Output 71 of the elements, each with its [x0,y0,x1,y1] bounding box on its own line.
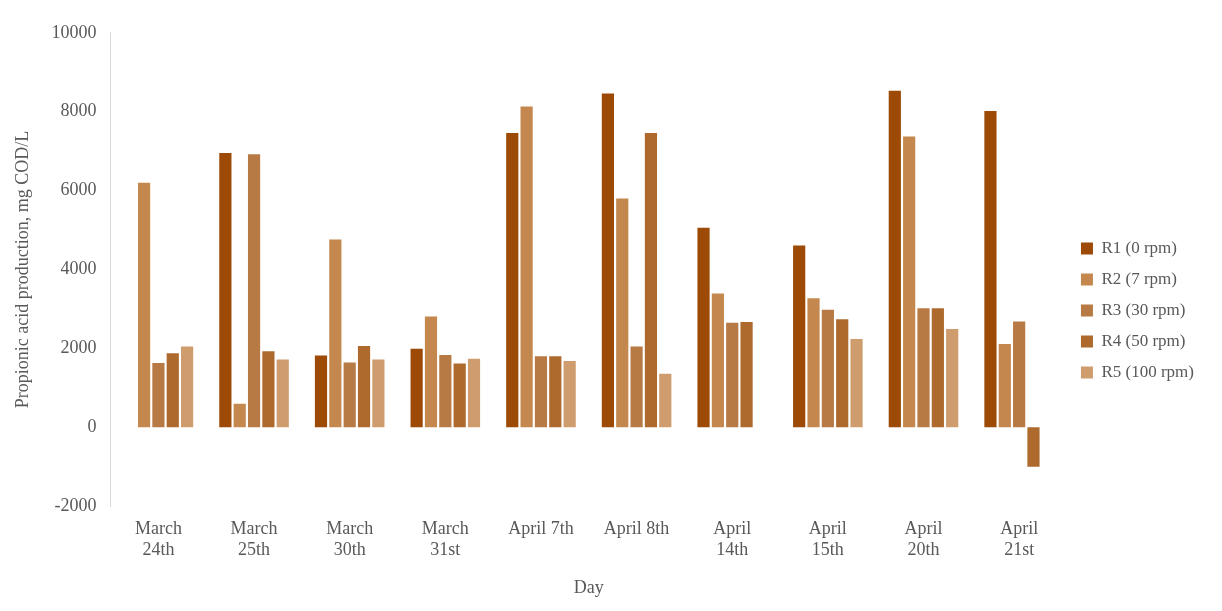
bar [137,182,151,428]
legend-label: R4 (50 rpm) [1101,330,1186,350]
y-tick-label: 0 [87,416,97,437]
x-tick-label: March 25th [230,517,278,560]
bar [357,346,371,428]
bar [726,322,739,428]
bar [410,348,423,428]
bar [233,403,246,428]
bar [152,363,165,428]
bar [1027,427,1040,467]
y-axis-title: Propionic acid production, mg COD/L [11,130,32,409]
x-tick-label: March 31st [421,517,469,560]
bar [506,133,519,428]
x-tick-label: April 8th [603,517,670,538]
bar [1013,321,1026,428]
bar [467,358,481,428]
y-tick-label: 8000 [60,100,97,121]
x-tick-label: April 20th [904,517,943,560]
bar [659,373,672,428]
bar [711,293,724,428]
bar [998,344,1011,428]
x-tick-label: April 15th [808,517,847,560]
bar [181,346,194,428]
bar [644,133,658,428]
bar [166,353,179,428]
bar [262,351,275,428]
y-tick-label: 6000 [60,179,97,200]
bar [424,316,438,428]
bar [549,356,562,428]
x-tick-label: April 21st [1000,517,1039,560]
bar [453,363,466,428]
bar [343,362,356,428]
bar [247,154,261,428]
bar [520,106,533,428]
bar [946,329,959,428]
bar [888,90,901,428]
legend-label: R1 (0 rpm) [1101,237,1177,257]
bar [276,359,289,428]
bar [917,308,930,428]
bar [740,321,753,428]
bar [534,356,548,428]
bar [807,298,820,428]
legend-label: R2 (7 rpm) [1101,268,1177,288]
bar [219,153,232,428]
bar [821,309,834,428]
legend-label: R3 (30 rpm) [1101,299,1186,319]
x-axis-title: Day [573,576,604,597]
x-tick-label: March 24th [134,517,182,560]
bar [616,198,629,428]
bar [563,361,576,428]
bar [314,355,328,428]
y-tick-label: -2000 [54,494,97,515]
bar [601,93,614,428]
y-tick-label: 2000 [60,337,97,358]
bar [372,359,385,428]
x-tick-label: April 7th [508,517,574,538]
bar [793,245,806,428]
y-tick-label: 10000 [51,21,97,42]
bar [439,355,452,428]
legend-label: R5 (100 rpm) [1101,361,1194,381]
y-tick-label: 4000 [60,258,97,279]
x-tick-label: April 14th [713,517,752,560]
bar [630,346,643,428]
bar [836,319,849,428]
bar [850,338,863,428]
x-tick-label: March 30th [326,517,374,560]
bar [903,136,916,428]
bar [931,308,944,428]
bar [697,227,710,428]
bar [329,239,342,428]
bar [984,110,997,428]
